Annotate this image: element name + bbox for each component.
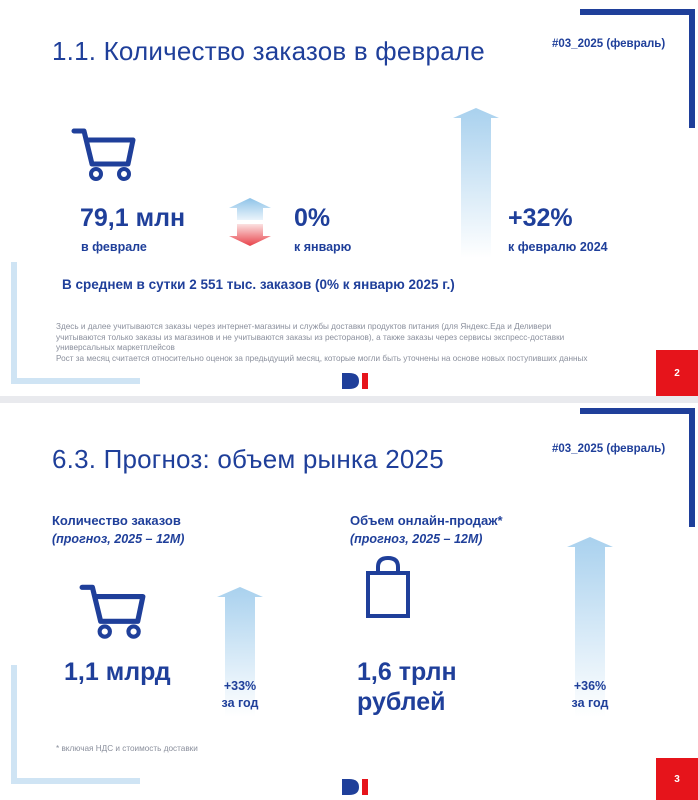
shopping-cart-icon xyxy=(71,128,136,181)
footnote-line: учитываются только заказы из магазинов и… xyxy=(56,332,565,342)
orders-growth: +33% за год xyxy=(205,678,275,712)
orders-subheading: (прогноз, 2025 – 12M) xyxy=(52,532,185,546)
page-title: 1.1. Количество заказов в феврале xyxy=(52,36,485,66)
stat-label-mom: к январю xyxy=(294,240,352,254)
issue-tag: #03_2025 (февраль) xyxy=(552,443,666,455)
corner-lines-decoration xyxy=(11,9,695,384)
stat-label-yoy: к февралю 2024 xyxy=(508,240,608,254)
footnote: * включая НДС и стоимость доставки xyxy=(56,744,198,753)
sales-forecast-unit: рублей xyxy=(357,688,446,716)
orders-heading: Количество заказов xyxy=(52,513,181,528)
footnote-line: Здесь и далее учитываются заказы через и… xyxy=(56,322,552,331)
stat-value-yoy: +32% xyxy=(508,204,573,232)
footnotes: Здесь и далее учитываются заказы через и… xyxy=(56,322,646,364)
up-arrow-icon xyxy=(567,537,613,717)
slide-order-count: 1.1. Количество заказов в феврале #03_20… xyxy=(0,0,698,396)
sales-growth-period: за год xyxy=(571,696,609,710)
orders-growth-period: за год xyxy=(221,696,259,710)
sales-forecast-value: 1,6 трлн рублей xyxy=(357,657,457,717)
orders-forecast-value: 1,1 млрд xyxy=(64,658,171,686)
issue-tag: #03_2025 (февраль) xyxy=(552,38,666,50)
sales-growth: +36% за год xyxy=(555,678,625,712)
sales-forecast-amount: 1,6 трлн xyxy=(357,658,457,686)
footnote-line: Рост за месяц считается относительно оце… xyxy=(56,353,588,363)
page-title: 6.3. Прогноз: объем рынка 2025 xyxy=(52,444,444,474)
footnote-line: универсальных маркетплейсов xyxy=(56,343,175,352)
logo-icon xyxy=(342,373,368,389)
sales-growth-value: +36% xyxy=(573,679,607,693)
orders-growth-value: +33% xyxy=(223,679,257,693)
sales-heading: Объем онлайн-продаж* xyxy=(350,513,503,528)
slide-market-forecast: 6.3. Прогноз: объем рынка 2025 #03_2025 … xyxy=(0,403,698,800)
daily-average-summary: В среднем в сутки 2 551 тыс. заказов (0%… xyxy=(62,277,455,292)
stat-value-month: 79,1 млн xyxy=(80,204,186,232)
up-down-arrow-icon xyxy=(229,198,271,246)
corner-lines-decoration xyxy=(11,408,695,784)
page-number: 3 xyxy=(656,758,698,800)
logo-icon xyxy=(342,779,368,795)
shopping-bag-icon xyxy=(366,555,410,618)
up-arrow-icon xyxy=(453,108,499,258)
sales-subheading: (прогноз, 2025 – 12M) xyxy=(350,532,483,546)
shopping-cart-icon xyxy=(79,584,146,639)
stat-label-month: в феврале xyxy=(81,240,147,254)
stat-value-mom: 0% xyxy=(294,204,331,232)
page-number: 2 xyxy=(656,350,698,396)
up-arrow-icon xyxy=(217,587,263,717)
